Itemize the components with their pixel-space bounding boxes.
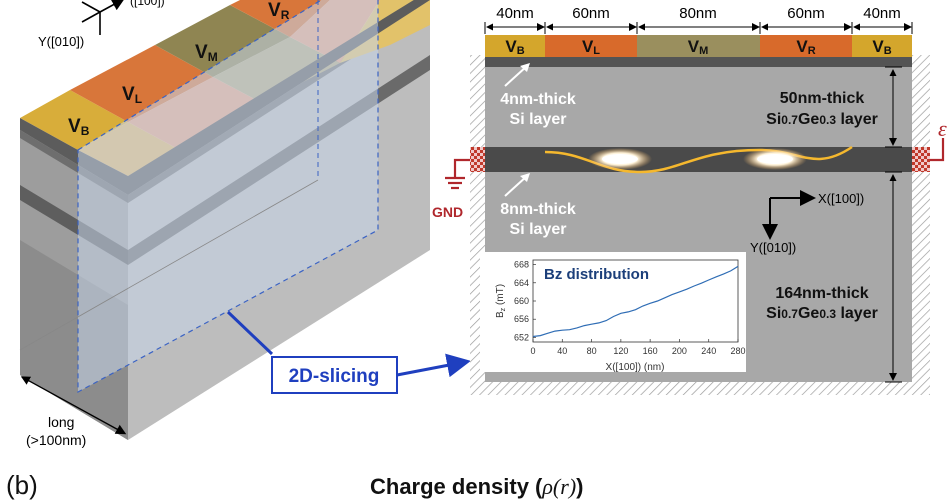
gate-label-vm: VM (195, 42, 218, 64)
width-label-3: 80nm (679, 5, 717, 22)
gate-vb-left (20, 90, 128, 150)
gate-label-vm: VM (688, 37, 709, 57)
gate-label-vl: VL (122, 84, 142, 106)
gate-vm (637, 35, 760, 57)
x-tick-label: 240 (701, 346, 716, 356)
y-tick-label: 668 (514, 260, 529, 270)
long-label: long (48, 414, 74, 430)
gate-vb-right (852, 35, 912, 57)
slicing-box (271, 356, 398, 394)
x-tick-label: 200 (672, 346, 687, 356)
gate-vl (70, 45, 213, 122)
x-ticks: 0 40 80 120 160 200 240 280 (530, 339, 746, 356)
width-label-1: 40nm (496, 5, 534, 22)
gate-vm (155, 5, 290, 77)
x-tick-label: 160 (643, 346, 658, 356)
axis-y-label-2d: Y([010]) (750, 240, 796, 255)
chart-ylabel: Bz (mT) (495, 284, 507, 318)
si-well-label-2: Si layer (510, 221, 567, 238)
gate-label-vb: VB (68, 116, 90, 138)
gate-vr (760, 35, 852, 57)
gate-vl (545, 35, 637, 57)
gnd-label: GND (432, 204, 463, 220)
slicing-label: 2D-slicing (289, 366, 380, 387)
width-label-2: 60nm (572, 5, 610, 22)
sige-top-label-2: Si0.7Ge0.3 layer (766, 111, 878, 128)
y-tick-label: 652 (514, 332, 529, 342)
field-symbol: ε (938, 116, 947, 141)
si-cap-label-1: 4nm-thick (500, 91, 576, 108)
gate-vr (230, 0, 330, 37)
x-tick-label: 80 (587, 346, 597, 356)
axis-partial-label: ([100]) (130, 0, 165, 8)
gnd-symbol (445, 158, 470, 190)
axis-x-label: X([100]) (818, 191, 864, 206)
bz-line (532, 265, 739, 338)
x-tick-label: 120 (613, 346, 628, 356)
y-tick-label: 664 (514, 278, 529, 288)
right-contact (912, 147, 930, 172)
x-tick-label: 40 (557, 346, 567, 356)
y-tick-label: 660 (514, 296, 529, 306)
gate-label-vb-left: VB (505, 37, 524, 57)
x-tick-label: 0 (530, 346, 535, 356)
axes-3d: Y([010]) ([100]) (38, 0, 165, 49)
sige-top-label-1: 50nm-thick (780, 90, 865, 107)
plot-area (532, 259, 739, 343)
sige-bottom-label-2: Si0.7Ge0.3 layer (766, 305, 878, 322)
panel-b-label: (b) (6, 470, 38, 500)
axes-2d (762, 190, 816, 240)
device-3d: Y([010]) ([100]) VB VL VM VR long (>100n… (19, 0, 471, 448)
y-ticks: 652 656 660 664 668 (514, 260, 536, 342)
sige-top-layer (485, 67, 912, 147)
si-cap-label-2: Si layer (510, 111, 567, 128)
si-well-label-1: 8nm-thick (500, 201, 576, 218)
long-size-label: (>100nm) (26, 432, 86, 448)
width-label-5: 40nm (863, 5, 901, 22)
chart-title: Bz distribution (544, 266, 649, 283)
left-contact (470, 147, 485, 172)
field-wire (930, 138, 945, 162)
gate-label-vr: VR (268, 0, 290, 22)
charge-density-title: Charge density (ρ(r)) (370, 474, 584, 499)
bz-chart: Bz distribution 652 656 660 664 668 0 40 80 120… (480, 252, 746, 373)
width-dimensions (484, 22, 913, 34)
gate-vb-left (485, 35, 545, 57)
gate-label-vr: VR (796, 37, 815, 57)
si-cap-layer (485, 57, 912, 67)
axis-y-label: Y([010]) (38, 34, 84, 49)
slice-plane (77, 0, 379, 394)
chart-xlabel: X([100]) (nm) (606, 362, 665, 373)
x-tick-label: 280 (730, 346, 745, 356)
cross-section: 40nm 60nm 80nm 60nm 40nm VB VL VM VR VB (432, 5, 947, 395)
gate-label-vb-right: VB (872, 37, 891, 57)
width-label-4: 60nm (787, 5, 825, 22)
gate-label-vl: VL (582, 37, 600, 57)
sige-bottom-label-1: 164nm-thick (775, 285, 868, 302)
y-tick-label: 656 (514, 314, 529, 324)
